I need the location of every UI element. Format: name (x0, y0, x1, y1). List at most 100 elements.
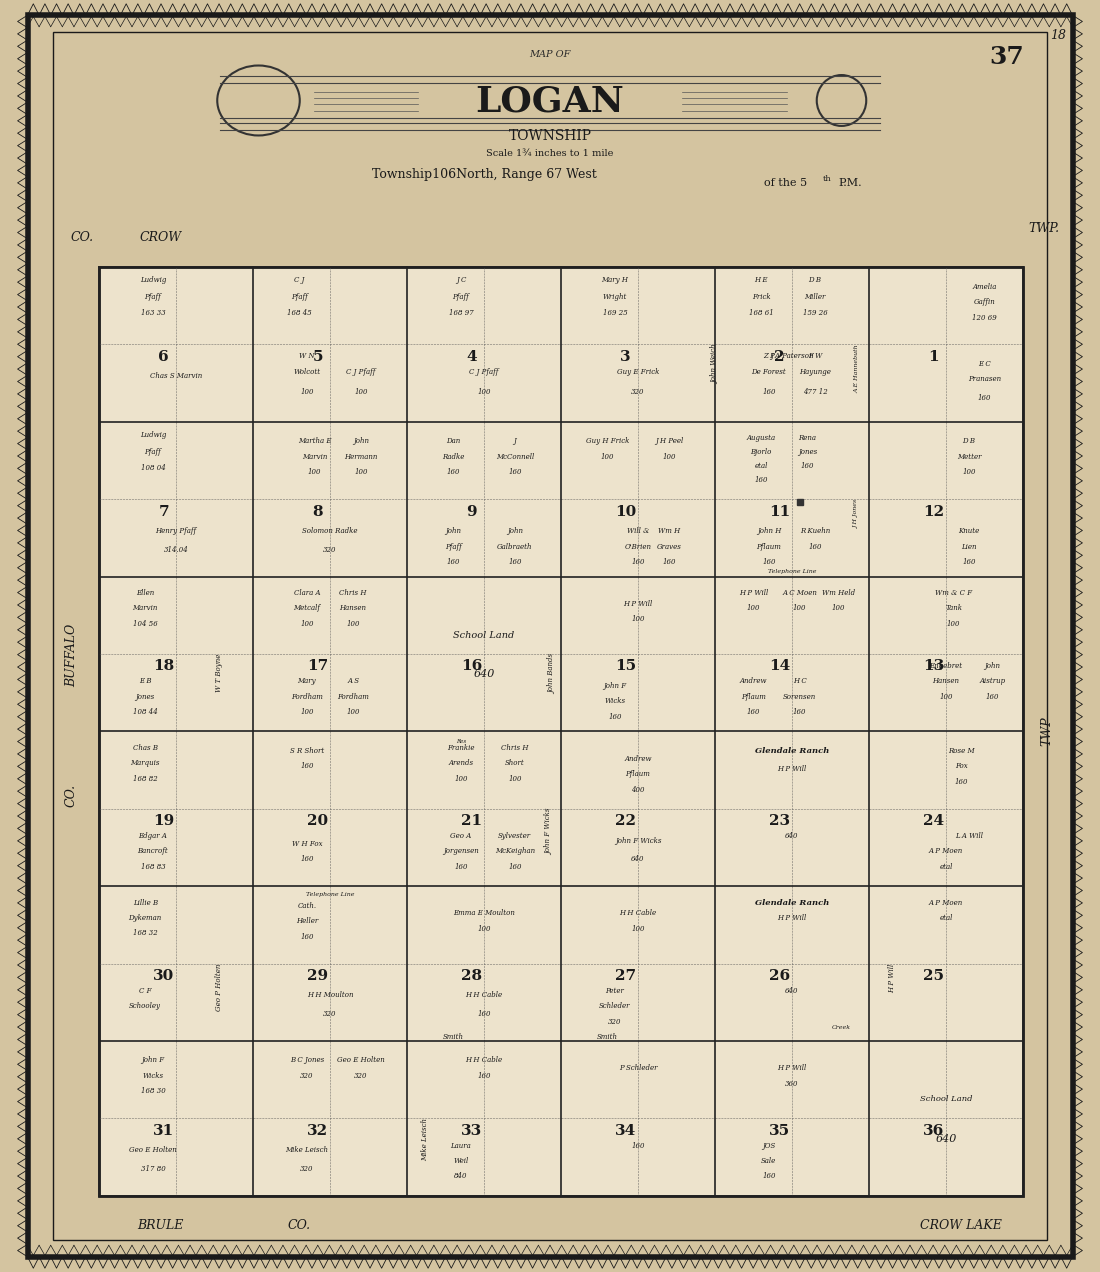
Text: A P Moen: A P Moen (928, 898, 964, 907)
Text: 23: 23 (769, 814, 790, 828)
Text: Will &: Will & (627, 527, 649, 536)
Text: Miller: Miller (804, 294, 826, 301)
Text: Schleder: Schleder (600, 1002, 630, 1010)
Text: Graves: Graves (657, 543, 681, 551)
Text: Short: Short (505, 759, 525, 767)
Text: Schooley: Schooley (129, 1002, 162, 1010)
Text: Bancroft: Bancroft (138, 847, 168, 856)
Text: R Kuehn: R Kuehn (800, 527, 830, 536)
Text: Peter: Peter (605, 987, 625, 995)
Text: Geo E Holten: Geo E Holten (337, 1056, 385, 1065)
Text: 18: 18 (153, 659, 174, 673)
Text: Pfaff: Pfaff (444, 543, 462, 551)
Text: 100: 100 (354, 468, 367, 476)
Text: 477 12: 477 12 (803, 388, 827, 396)
Text: Cath.: Cath. (297, 902, 317, 909)
Text: H P Will: H P Will (739, 589, 768, 597)
Text: of the 5: of the 5 (764, 178, 807, 188)
Text: D B: D B (962, 438, 976, 445)
Text: BUFFALO: BUFFALO (65, 623, 78, 687)
Ellipse shape (218, 65, 299, 136)
Text: Aistrup: Aistrup (979, 677, 1005, 686)
Text: etal: etal (939, 862, 953, 871)
Text: 100: 100 (300, 619, 313, 628)
Text: 160: 160 (508, 558, 521, 566)
Text: Wicks: Wicks (604, 697, 626, 706)
Text: 320: 320 (631, 388, 645, 396)
Text: 160: 160 (978, 394, 991, 402)
Text: Pfaff: Pfaff (144, 294, 162, 301)
Text: 29: 29 (307, 969, 328, 983)
Text: Metter: Metter (957, 453, 981, 460)
Text: Geo P Holten: Geo P Holten (216, 964, 223, 1011)
Text: W T Boyne: W T Boyne (216, 654, 223, 692)
Text: LOGAN: LOGAN (475, 85, 625, 118)
Text: BRULE: BRULE (138, 1219, 184, 1231)
Text: Chas S Marvin: Chas S Marvin (150, 373, 202, 380)
Text: 100: 100 (793, 604, 806, 613)
Text: Wicks: Wicks (142, 1072, 164, 1080)
Text: CO.: CO. (65, 784, 78, 806)
Text: 100: 100 (300, 388, 313, 396)
Text: Metcalf: Metcalf (294, 604, 320, 613)
Text: 360: 360 (785, 1080, 799, 1088)
Text: 17: 17 (307, 659, 328, 673)
Text: 160: 160 (955, 777, 968, 786)
Text: 160: 160 (962, 558, 976, 566)
Text: etal: etal (755, 462, 768, 471)
Text: Henry Pfaff: Henry Pfaff (155, 527, 197, 536)
Text: A S: A S (348, 677, 359, 686)
Text: Ludwig: Ludwig (140, 431, 166, 439)
Text: Geo A: Geo A (450, 832, 472, 840)
Text: 160: 160 (447, 468, 460, 476)
Text: Hermann: Hermann (344, 453, 377, 460)
Text: 34: 34 (615, 1123, 636, 1137)
Text: J A Paterson: J A Paterson (770, 352, 814, 360)
Text: 120 69: 120 69 (972, 313, 997, 322)
Text: 400: 400 (631, 786, 645, 794)
Text: 100: 100 (346, 619, 360, 628)
Text: 160: 160 (808, 543, 822, 551)
Text: H P Will: H P Will (778, 766, 806, 773)
Text: 163 33: 163 33 (141, 309, 165, 317)
Text: Radke: Radke (442, 453, 464, 460)
Text: 100: 100 (308, 468, 321, 476)
Text: 100: 100 (454, 775, 467, 782)
Text: 160: 160 (631, 1141, 645, 1150)
Text: Rena: Rena (799, 434, 816, 443)
Text: CROW LAKE: CROW LAKE (921, 1219, 1002, 1231)
Text: John Bands: John Bands (548, 654, 556, 695)
Text: Scale 1¾ inches to 1 mile: Scale 1¾ inches to 1 mile (486, 149, 614, 159)
Text: Sale: Sale (761, 1158, 777, 1165)
Text: John F Wicks: John F Wicks (544, 809, 552, 855)
Text: 24: 24 (923, 814, 944, 828)
Text: 100: 100 (601, 453, 614, 460)
Text: 15: 15 (615, 659, 636, 673)
Text: Pflaum: Pflaum (741, 693, 766, 701)
Text: 100: 100 (939, 693, 953, 701)
Text: 640: 640 (473, 669, 495, 679)
Text: th: th (823, 176, 832, 183)
Text: Dykeman: Dykeman (129, 915, 162, 922)
Text: John F: John F (141, 1056, 165, 1065)
Text: 12: 12 (923, 505, 944, 519)
Text: 640: 640 (785, 987, 799, 995)
Text: A E Hannebuth: A E Hannebuth (855, 345, 859, 393)
Text: J H Peel: J H Peel (654, 438, 683, 445)
Text: 320: 320 (354, 1072, 367, 1080)
Text: 100: 100 (300, 709, 313, 716)
Text: 100: 100 (947, 619, 960, 628)
Text: Z P: Z P (763, 352, 774, 360)
Text: W N: W N (299, 352, 315, 360)
Text: 320: 320 (300, 1072, 313, 1080)
Text: Emma E Moulton: Emma E Moulton (453, 909, 515, 917)
Text: Marquis: Marquis (131, 759, 160, 767)
Text: 317 80: 317 80 (141, 1165, 165, 1173)
Text: H E: H E (755, 276, 768, 285)
Text: 168 32: 168 32 (133, 930, 157, 937)
Text: 160: 160 (631, 558, 645, 566)
Text: 168 45: 168 45 (287, 309, 311, 317)
Text: Marvin: Marvin (301, 453, 328, 460)
Text: 160: 160 (300, 762, 313, 771)
Text: 100: 100 (477, 925, 491, 932)
